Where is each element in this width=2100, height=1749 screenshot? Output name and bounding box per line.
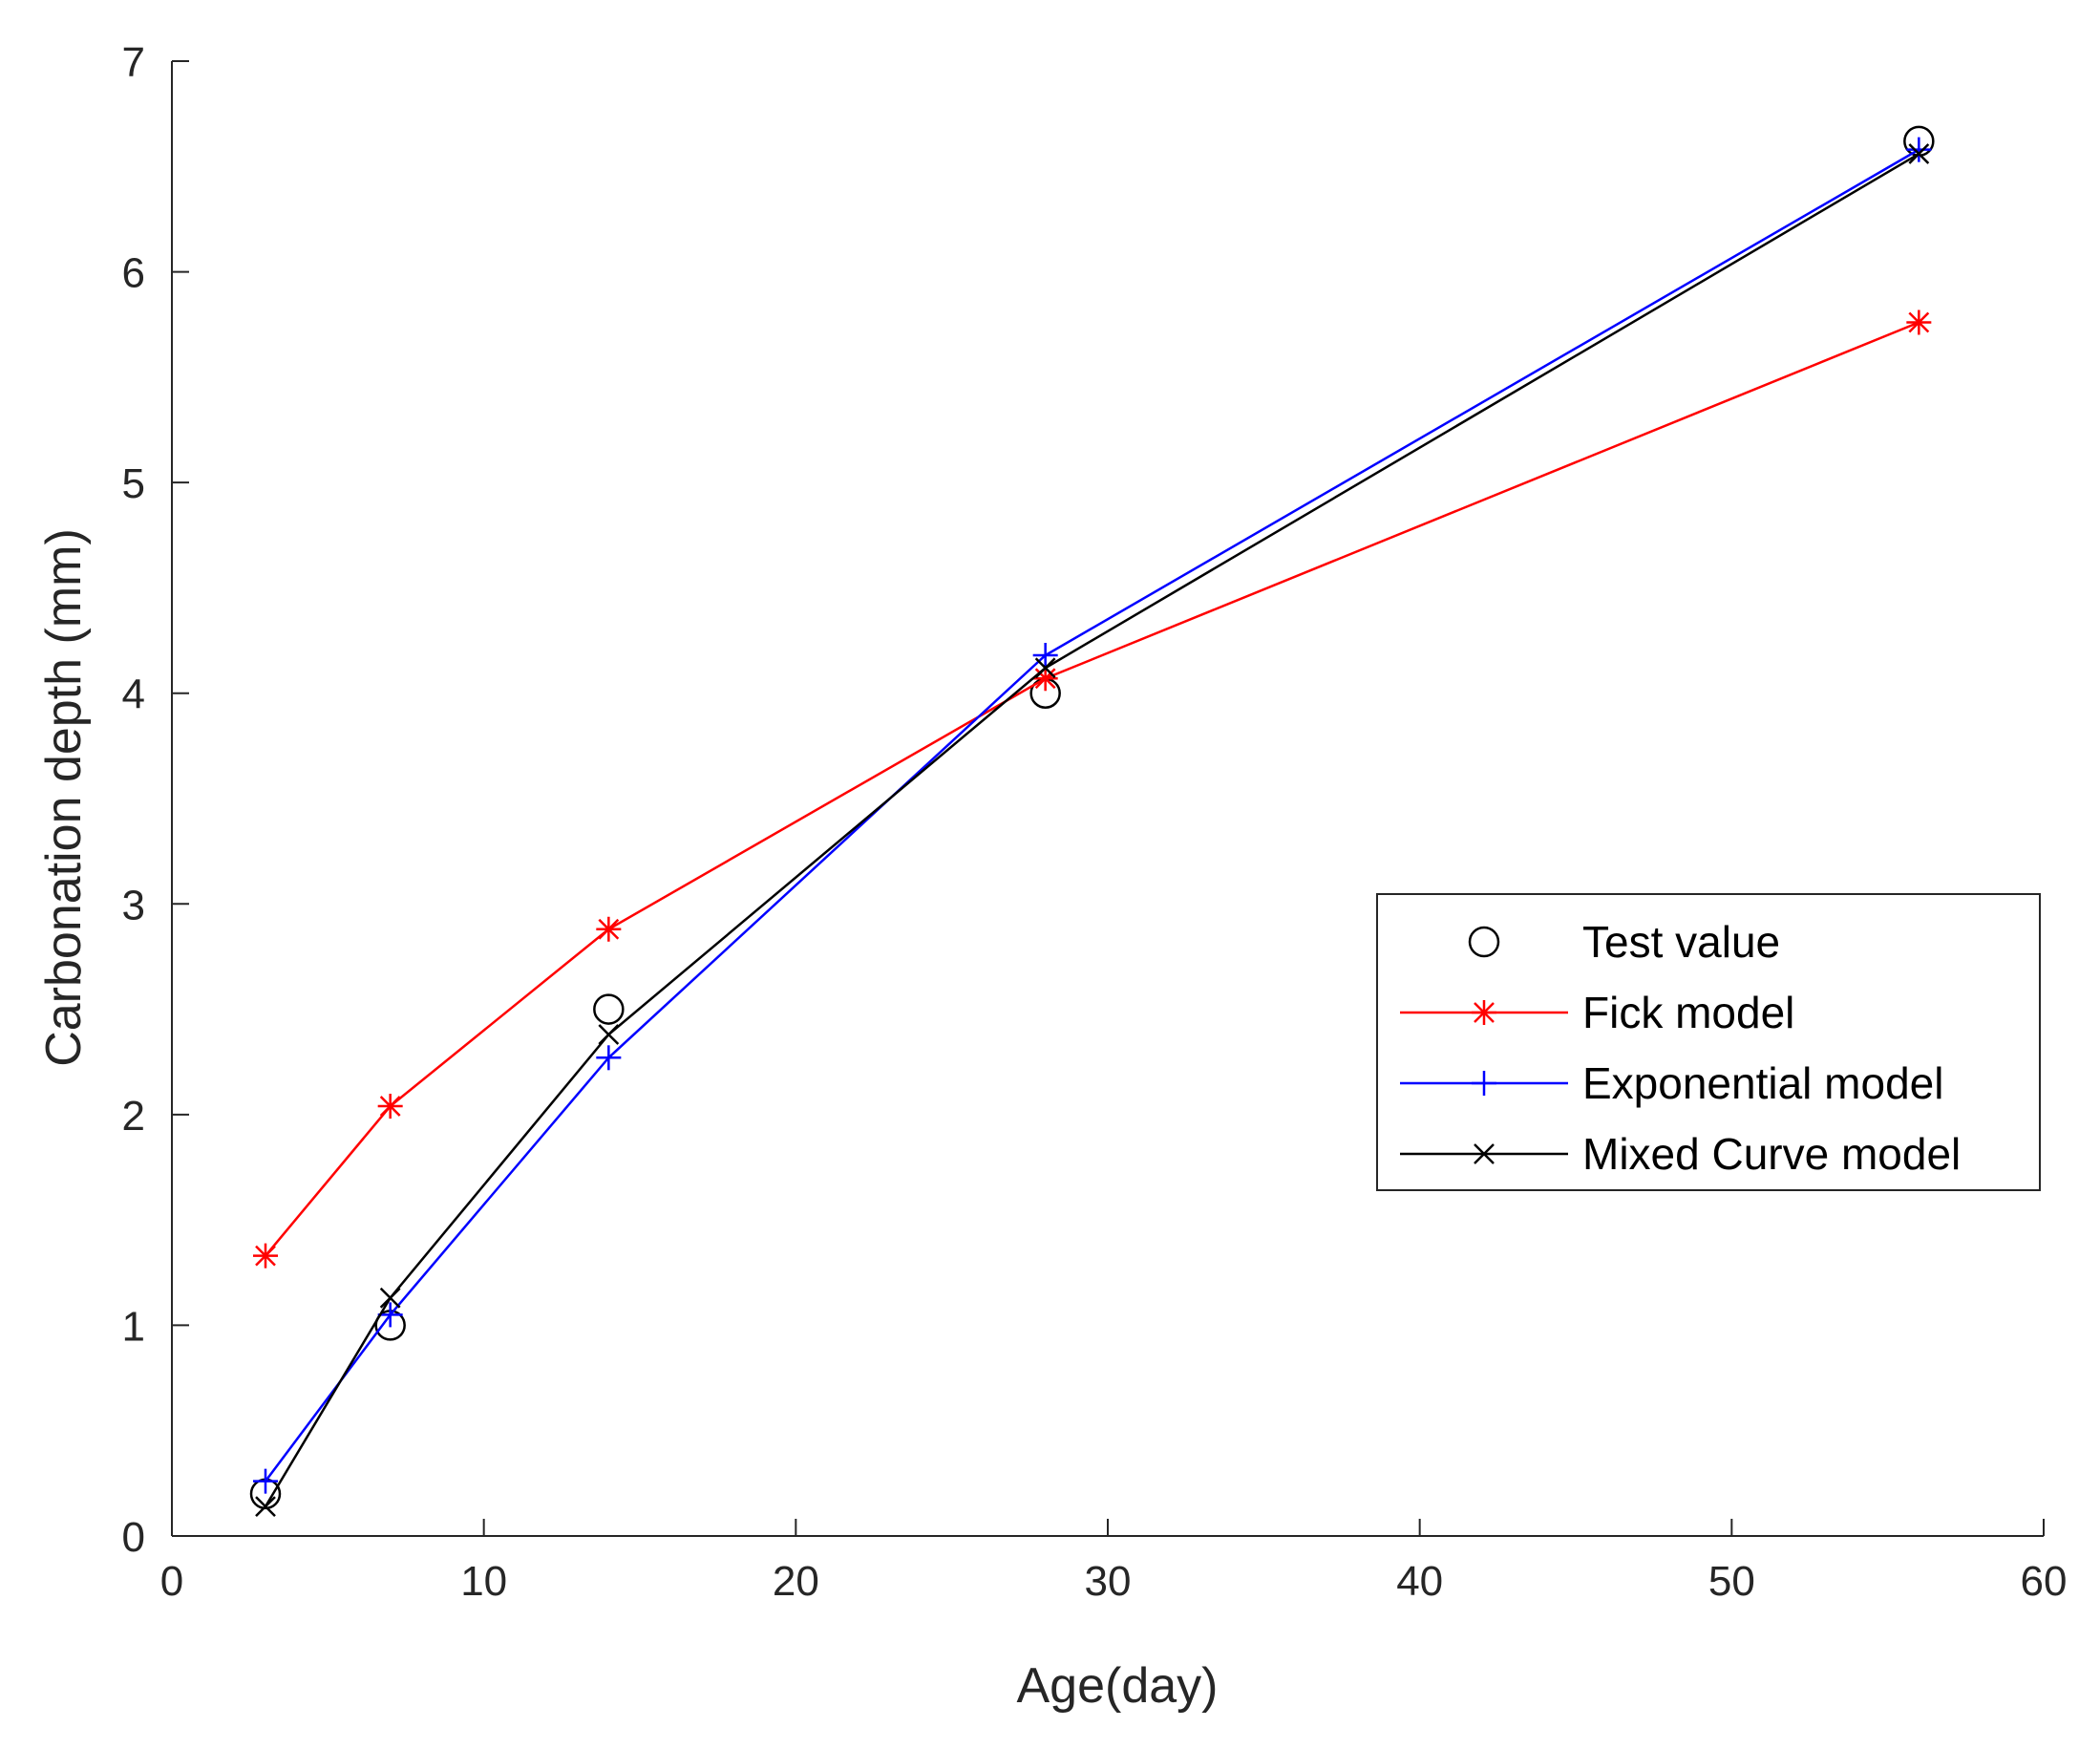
x-tick-label: 10 (460, 1558, 507, 1605)
data-point-fick-model (1906, 309, 1932, 335)
legend-entry-exponential-model: Exponential model (1400, 1058, 1943, 1108)
data-point-mixed-curve-model (1034, 657, 1056, 679)
data-point-exponential-model (1032, 643, 1058, 669)
cross-marker-b (255, 1496, 276, 1518)
legend-marker-mixed-curve-model (1474, 1143, 1495, 1164)
asterisk-marker-b (1474, 1002, 1495, 1023)
asterisk-marker-b (1034, 668, 1056, 690)
data-point-mixed-curve-model (598, 1024, 620, 1045)
legend-marker-test-value (1468, 926, 1500, 958)
data-point-test-value (593, 993, 625, 1025)
legend-entry-fick-model: Fick model (1400, 988, 1794, 1037)
cross-marker-b (1908, 143, 1930, 164)
cross-marker-b (379, 1287, 401, 1309)
legend-label-exponential-model: Exponential model (1582, 1058, 1943, 1108)
asterisk-marker-b (379, 1096, 401, 1117)
y-tick-label: 3 (122, 882, 145, 928)
axes: 0 10 20 30 40 50 60 0 1 2 3 4 5 6 7 (122, 39, 2068, 1605)
cross-marker-b (1034, 657, 1056, 679)
cross-marker-b (1474, 1143, 1495, 1164)
x-tick-label: 0 (160, 1558, 183, 1605)
x-tick-label: 40 (1396, 1558, 1443, 1605)
asterisk-marker-b (598, 918, 620, 940)
x-tick-label: 50 (1708, 1558, 1755, 1605)
y-tick-label: 6 (122, 250, 145, 297)
legend-marker-fick-model (1472, 1000, 1496, 1025)
series-fick-model (253, 309, 1932, 1269)
circle-marker-shape (593, 993, 625, 1025)
data-point-fick-model (596, 916, 622, 942)
y-tick-label: 1 (122, 1303, 145, 1350)
legend-entry-test-value: Test value (1468, 917, 1780, 967)
legend-box (1376, 893, 2041, 1191)
legend-label-fick-model: Fick model (1582, 988, 1794, 1037)
y-tick-label: 0 (122, 1514, 145, 1561)
y-axis-title: Carbonation depth (mm) (36, 528, 92, 1067)
circle-marker-shape (1468, 926, 1500, 958)
y-tick-label: 2 (122, 1093, 145, 1140)
data-point-mixed-curve-model (1908, 143, 1930, 164)
x-tick-label: 20 (773, 1558, 819, 1605)
legend: Test value Fick model Exponential model Mix… (1376, 893, 2041, 1191)
data-point-mixed-curve-model (379, 1287, 401, 1309)
y-tick-label: 4 (122, 672, 145, 718)
data-point-exponential-model (377, 1302, 403, 1328)
legend-label-test-value: Test value (1582, 917, 1780, 967)
data-point-fick-model (1032, 666, 1058, 692)
series-layer (249, 125, 1935, 1518)
series-test-value (249, 125, 1935, 1510)
series-exponential-model (253, 137, 1932, 1494)
data-point-mixed-curve-model (255, 1496, 276, 1518)
data-point-exponential-model (1906, 137, 1932, 162)
series-line-mixed-curve-model (264, 152, 1920, 1507)
data-point-fick-model (377, 1094, 403, 1120)
x-tick-label: 60 (2021, 1558, 2068, 1605)
data-point-exponential-model (596, 1045, 622, 1071)
legend-entry-mixed-curve-model: Mixed Curve model (1400, 1129, 1961, 1179)
asterisk-marker-b (1908, 311, 1930, 333)
data-point-fick-model (253, 1243, 278, 1269)
x-tick-label: 30 (1085, 1558, 1132, 1605)
series-line-exponential-model (264, 148, 1920, 1482)
data-point-exponential-model (253, 1468, 278, 1494)
y-tick-label: 5 (122, 460, 145, 507)
legend-label-mixed-curve-model: Mixed Curve model (1582, 1129, 1961, 1179)
cross-marker-b (598, 1024, 620, 1045)
asterisk-marker-b (255, 1245, 276, 1267)
legend-marker-exponential-model (1472, 1071, 1496, 1096)
series-mixed-curve-model (255, 143, 1930, 1518)
y-tick-label: 7 (122, 39, 145, 86)
x-axis-title: Age(day) (1017, 1658, 1219, 1714)
